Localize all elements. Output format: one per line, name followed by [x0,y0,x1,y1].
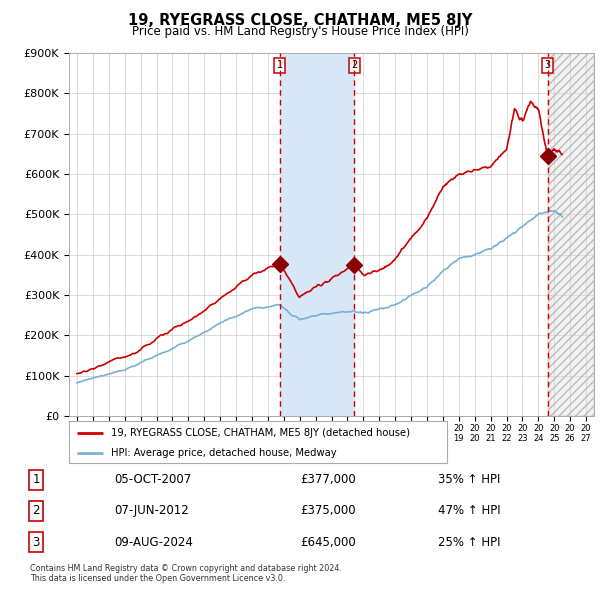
Text: £645,000: £645,000 [300,536,356,549]
Text: £375,000: £375,000 [300,504,356,517]
Text: 47% ↑ HPI: 47% ↑ HPI [438,504,500,517]
Text: 07-JUN-2012: 07-JUN-2012 [114,504,189,517]
Text: 09-AUG-2024: 09-AUG-2024 [114,536,193,549]
Text: 3: 3 [32,536,40,549]
Bar [548,53,594,416]
Text: 19, RYEGRASS CLOSE, CHATHAM, ME5 8JY: 19, RYEGRASS CLOSE, CHATHAM, ME5 8JY [128,13,472,28]
Bar [280,53,354,416]
Text: HPI: Average price, detached house, Medway: HPI: Average price, detached house, Medw… [110,448,336,457]
Text: 3: 3 [544,60,551,70]
Text: Contains HM Land Registry data © Crown copyright and database right 2024.
This d: Contains HM Land Registry data © Crown c… [30,563,342,583]
Text: 1: 1 [32,473,40,486]
Text: £377,000: £377,000 [300,473,356,486]
Text: 25% ↑ HPI: 25% ↑ HPI [438,536,500,549]
Text: 35% ↑ HPI: 35% ↑ HPI [438,473,500,486]
Text: 2: 2 [32,504,40,517]
Text: 2: 2 [351,60,357,70]
Text: 19, RYEGRASS CLOSE, CHATHAM, ME5 8JY (detached house): 19, RYEGRASS CLOSE, CHATHAM, ME5 8JY (de… [110,428,410,438]
Text: Price paid vs. HM Land Registry's House Price Index (HPI): Price paid vs. HM Land Registry's House … [131,25,469,38]
Text: 1: 1 [277,60,283,70]
Text: 05-OCT-2007: 05-OCT-2007 [114,473,191,486]
Bar [548,53,594,416]
